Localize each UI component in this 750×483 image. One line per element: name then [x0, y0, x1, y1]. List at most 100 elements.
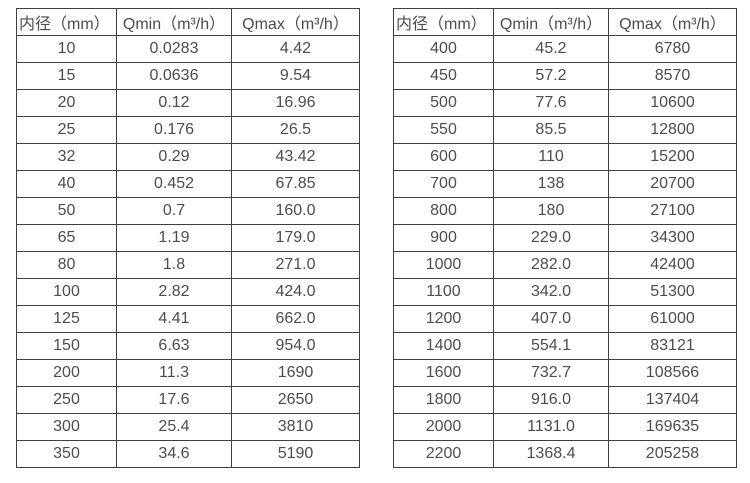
table-cell: 342.0 — [493, 278, 609, 306]
table-row: 80 1.8 271.0 — [16, 251, 360, 279]
table-cell: 137404 — [608, 386, 737, 414]
table-row: 550 85.5 12800 — [393, 116, 737, 144]
table-row: 125 4.41 662.0 — [16, 305, 360, 333]
table-cell: 1131.0 — [493, 413, 609, 441]
table-cell: 1600 — [393, 359, 494, 387]
table-row: 100 2.82 424.0 — [16, 278, 360, 306]
header-qmax: Qmax（m³/h） — [231, 8, 360, 36]
table-cell: 0.29 — [116, 143, 232, 171]
table-cell: 65 — [16, 224, 117, 252]
table-cell: 229.0 — [493, 224, 609, 252]
table-cell: 554.1 — [493, 332, 609, 360]
table-cell: 160.0 — [231, 197, 360, 225]
table-cell: 271.0 — [231, 251, 360, 279]
table-cell: 407.0 — [493, 305, 609, 333]
table-cell: 17.6 — [116, 386, 232, 414]
table-cell: 1000 — [393, 251, 494, 279]
table-row: 450 57.2 8570 — [393, 62, 737, 90]
flow-table-large-diameters: 内径（mm） Qmin（m³/h） Qmax（m³/h） 400 45.2 6780… — [393, 8, 737, 468]
table-cell: 27100 — [608, 197, 737, 225]
table-cell: 42400 — [608, 251, 737, 279]
table-row: 15 0.0636 9.54 — [16, 62, 360, 90]
flow-table-small-diameters: 内径（mm） Qmin（m³/h） Qmax（m³/h） 10 0.0283 4.4… — [16, 8, 360, 468]
table-cell: 300 — [16, 413, 117, 441]
table-cell: 1100 — [393, 278, 494, 306]
table-cell: 2200 — [393, 440, 494, 468]
table-cell: 2.82 — [116, 278, 232, 306]
table-cell: 500 — [393, 89, 494, 117]
table-cell: 20 — [16, 89, 117, 117]
table-cell: 50 — [16, 197, 117, 225]
table-cell: 34.6 — [116, 440, 232, 468]
table-cell: 916.0 — [493, 386, 609, 414]
table-cell: 6780 — [608, 35, 737, 63]
table-cell: 100 — [16, 278, 117, 306]
table-cell: 179.0 — [231, 224, 360, 252]
table-row: 50 0.7 160.0 — [16, 197, 360, 225]
header-qmin: Qmin（m³/h） — [493, 8, 609, 36]
table-cell: 10 — [16, 35, 117, 63]
table-cell: 108566 — [608, 359, 737, 387]
table-row: 25 0.176 26.5 — [16, 116, 360, 144]
table-cell: 67.85 — [231, 170, 360, 198]
table-cell: 205258 — [608, 440, 737, 468]
table-row: 300 25.4 3810 — [16, 413, 360, 441]
table-cell: 10600 — [608, 89, 737, 117]
table-row: 200 11.3 1690 — [16, 359, 360, 387]
table-cell: 400 — [393, 35, 494, 63]
table-row: 2200 1368.4 205258 — [393, 440, 737, 468]
table-row: 250 17.6 2650 — [16, 386, 360, 414]
table-cell: 85.5 — [493, 116, 609, 144]
table-body: 10 0.0283 4.42 15 0.0636 9.54 20 0.12 16.96 25 0.1… — [16, 35, 360, 468]
header-row: 内径（mm） Qmin（m³/h） Qmax（m³/h） — [16, 8, 360, 36]
table-row: 500 77.6 10600 — [393, 89, 737, 117]
table-cell: 150 — [16, 332, 117, 360]
table-body: 400 45.2 6780 450 57.2 8570 500 77.6 10600 550 85.… — [393, 35, 737, 468]
table-row: 900 229.0 34300 — [393, 224, 737, 252]
table-cell: 8570 — [608, 62, 737, 90]
table-row: 32 0.29 43.42 — [16, 143, 360, 171]
table-cell: 1.8 — [116, 251, 232, 279]
table-cell: 125 — [16, 305, 117, 333]
table-cell: 600 — [393, 143, 494, 171]
table-cell: 550 — [393, 116, 494, 144]
table-cell: 1.19 — [116, 224, 232, 252]
header-inner-diameter: 内径（mm） — [16, 8, 117, 36]
table-cell: 32 — [16, 143, 117, 171]
table-cell: 700 — [393, 170, 494, 198]
table-row: 800 180 27100 — [393, 197, 737, 225]
table-cell: 45.2 — [493, 35, 609, 63]
table-cell: 80 — [16, 251, 117, 279]
table-cell: 2650 — [231, 386, 360, 414]
header-inner-diameter: 内径（mm） — [393, 8, 494, 36]
table-cell: 26.5 — [231, 116, 360, 144]
table-cell: 4.41 — [116, 305, 232, 333]
table-row: 10 0.0283 4.42 — [16, 35, 360, 63]
table-cell: 20700 — [608, 170, 737, 198]
table-cell: 800 — [393, 197, 494, 225]
table-row: 1000 282.0 42400 — [393, 251, 737, 279]
table-cell: 15200 — [608, 143, 737, 171]
table-row: 2000 1131.0 169635 — [393, 413, 737, 441]
table-cell: 1800 — [393, 386, 494, 414]
table-cell: 25.4 — [116, 413, 232, 441]
table-cell: 12800 — [608, 116, 737, 144]
table-cell: 282.0 — [493, 251, 609, 279]
table-cell: 1400 — [393, 332, 494, 360]
table-cell: 4.42 — [231, 35, 360, 63]
table-row: 1600 732.7 108566 — [393, 359, 737, 387]
table-cell: 1200 — [393, 305, 494, 333]
table-cell: 0.0636 — [116, 62, 232, 90]
header-qmax: Qmax（m³/h） — [608, 8, 737, 36]
table-cell: 61000 — [608, 305, 737, 333]
table-cell: 11.3 — [116, 359, 232, 387]
table-cell: 1690 — [231, 359, 360, 387]
table-cell: 350 — [16, 440, 117, 468]
header-qmin: Qmin（m³/h） — [116, 8, 232, 36]
table-cell: 34300 — [608, 224, 737, 252]
table-cell: 110 — [493, 143, 609, 171]
table-cell: 180 — [493, 197, 609, 225]
table-cell: 51300 — [608, 278, 737, 306]
table-cell: 43.42 — [231, 143, 360, 171]
